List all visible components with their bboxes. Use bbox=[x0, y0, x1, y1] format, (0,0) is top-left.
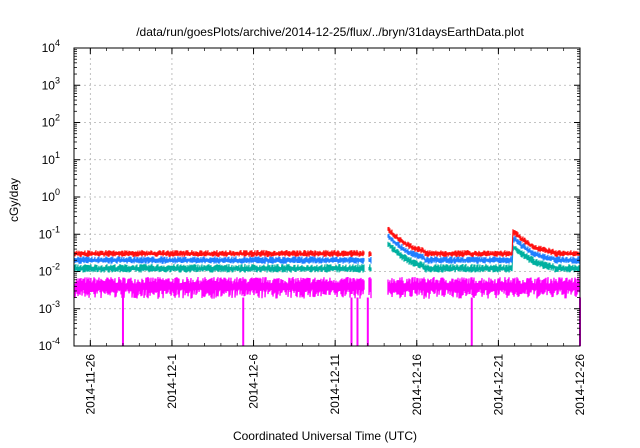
x-tick-label: 2014-12-26 bbox=[573, 354, 587, 416]
x-axis-label: Coordinated Universal Time (UTC) bbox=[233, 429, 417, 443]
series-trace bbox=[74, 241, 580, 273]
y-axis-label: cGy/day bbox=[7, 178, 21, 222]
series-trace bbox=[74, 276, 580, 299]
x-tick-label: 2014-12-16 bbox=[410, 354, 424, 416]
grid-lines bbox=[74, 48, 580, 346]
x-tick-labels: 2014-11-26 2014-12-1 2014-12-6 2014-12-11 20… bbox=[83, 354, 587, 416]
x-tick-label: 2014-12-6 bbox=[247, 354, 261, 409]
x-tick-label: 2014-12-21 bbox=[491, 354, 505, 416]
y-tick-label: 102 bbox=[42, 113, 60, 130]
y-tick-label: 101 bbox=[42, 150, 60, 167]
x-tick-label: 2014-12-1 bbox=[165, 354, 179, 409]
y-tick-label: 103 bbox=[42, 75, 60, 92]
y-tick-label: 104 bbox=[42, 38, 60, 55]
x-tick-label: 2014-11-26 bbox=[83, 354, 97, 415]
y-tick-label: 10-3 bbox=[39, 299, 60, 316]
x-tick-label: 2014-12-11 bbox=[328, 354, 342, 415]
series-trace bbox=[74, 233, 580, 264]
y-tick-label: 10-2 bbox=[39, 262, 60, 279]
axis-ticks bbox=[73, 47, 581, 347]
series-layer bbox=[74, 226, 581, 346]
chart-title: /data/run/goesPlots/archive/2014-12-25/f… bbox=[136, 25, 524, 39]
y-tick-label: 10-1 bbox=[39, 224, 60, 241]
y-tick-label: 10-4 bbox=[39, 336, 60, 353]
series-trace bbox=[74, 226, 580, 258]
y-tick-labels: 10-4 10-3 10-2 10-1 100 101 102 103 104 bbox=[39, 38, 60, 353]
y-tick-label: 100 bbox=[42, 187, 60, 204]
